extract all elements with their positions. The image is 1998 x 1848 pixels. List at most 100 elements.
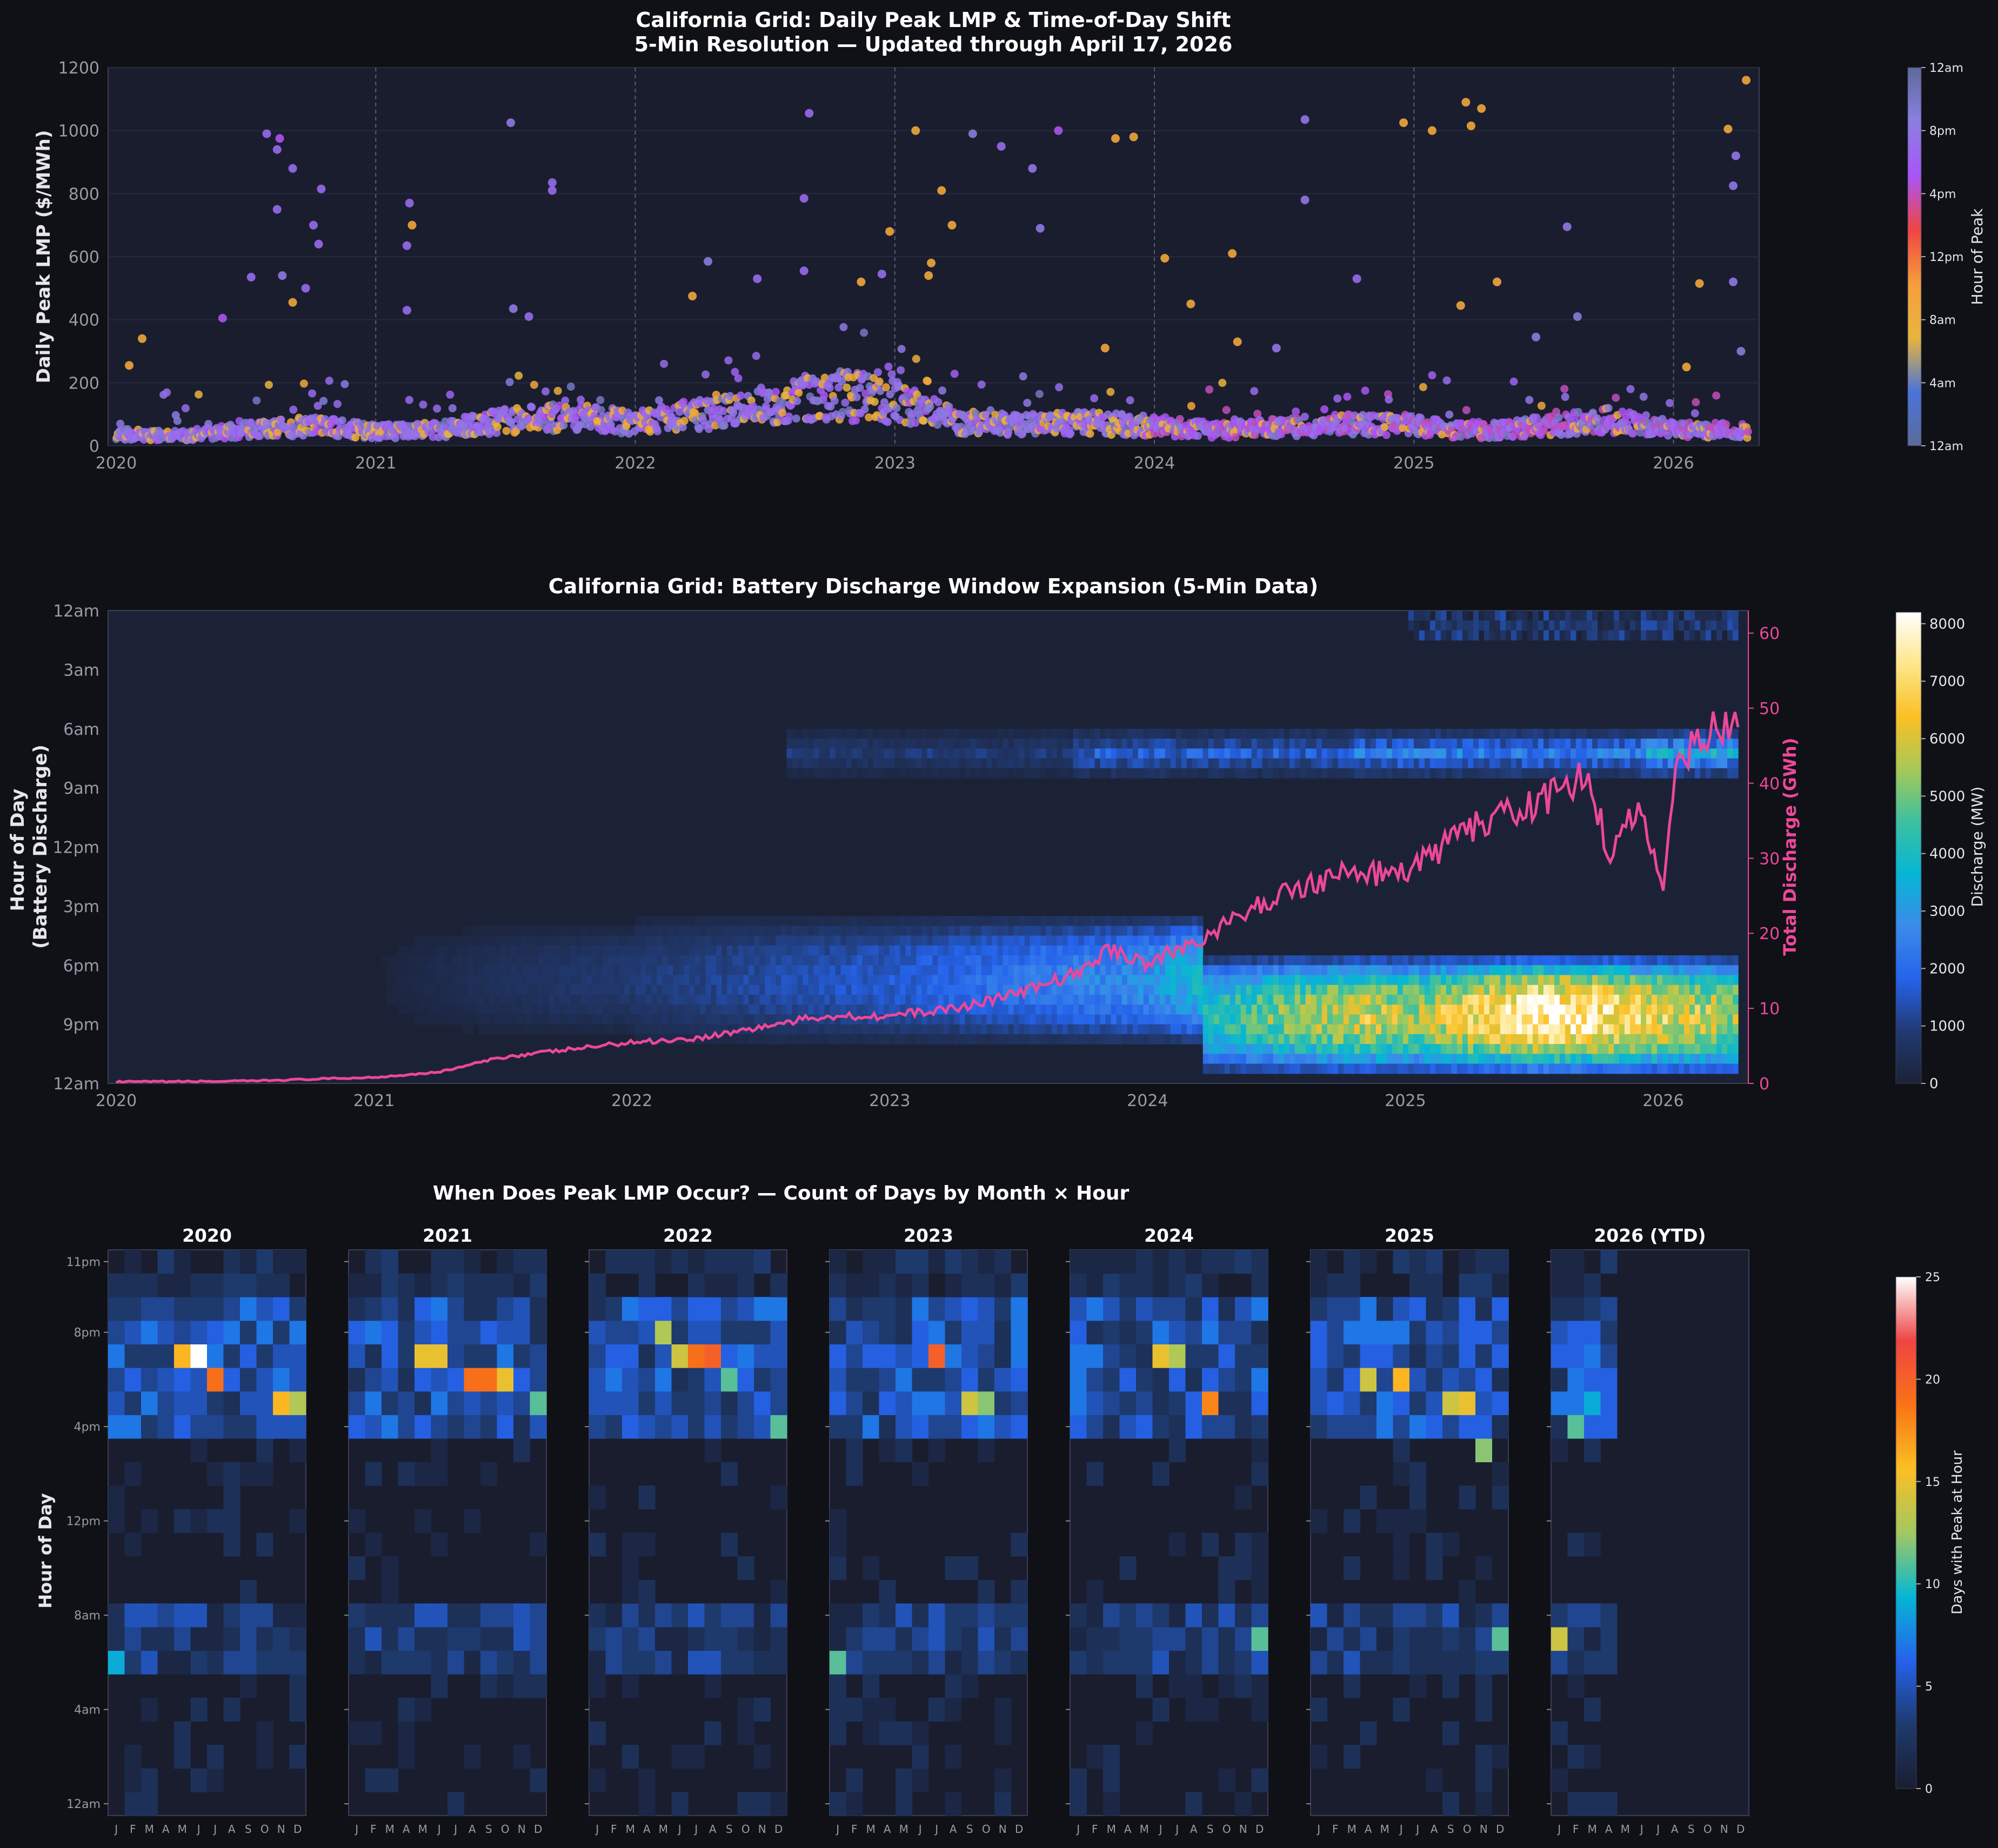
discharge-cell [424, 1014, 430, 1025]
discharge-cell [1132, 768, 1139, 779]
discharge-cell [635, 945, 641, 956]
discharge-cell [408, 994, 414, 1005]
discharge-cell [1202, 1034, 1209, 1044]
discharge-cell [457, 1005, 463, 1015]
discharge-cell [824, 916, 831, 926]
discharge-cell [1284, 768, 1290, 779]
discharge-cell [673, 1014, 679, 1025]
discharge-cell [743, 994, 750, 1005]
discharge-cell [1181, 994, 1187, 1005]
discharge-cell [1321, 1005, 1328, 1015]
discharge-cell [1365, 728, 1371, 739]
discharge-cell [727, 926, 733, 936]
discharge-cell [1343, 758, 1349, 769]
discharge-cell [700, 1024, 706, 1035]
discharge-cell [965, 994, 971, 1005]
discharge-cell [894, 738, 901, 749]
discharge-cell [921, 965, 928, 976]
discharge-cell [667, 1005, 673, 1015]
discharge-cell [1100, 738, 1106, 749]
discharge-cell [646, 935, 652, 946]
lmp-point [724, 356, 733, 365]
discharge-cell [1132, 985, 1139, 995]
lmp-point [1442, 376, 1451, 385]
discharge-cell [559, 955, 565, 966]
discharge-cell [484, 1024, 490, 1035]
discharge-cell [954, 926, 960, 936]
discharge-cell [1121, 1034, 1128, 1044]
discharge-cell [516, 1024, 522, 1035]
discharge-cell [932, 758, 939, 769]
discharge-cell [527, 1005, 533, 1015]
discharge-cell [792, 955, 798, 966]
discharge-cell [776, 1005, 782, 1015]
discharge-cell [1073, 975, 1079, 986]
discharge-cell [630, 945, 636, 956]
discharge-cell [1332, 994, 1339, 1005]
discharge-cell [738, 935, 744, 946]
discharge-cell [1186, 994, 1193, 1005]
discharge-cell [1111, 758, 1117, 769]
discharge-cell [1046, 1014, 1052, 1025]
discharge-cell [1202, 738, 1209, 749]
lmp-y-tick-label: 200 [69, 374, 99, 393]
lmp-spike-point [1729, 181, 1738, 190]
discharge-cell [451, 975, 457, 986]
discharge-cell [1338, 1034, 1344, 1044]
discharge-cell [1078, 926, 1085, 936]
discharge-cell [792, 985, 798, 995]
discharge-cell [1348, 1034, 1355, 1044]
discharge-cell [1240, 965, 1247, 976]
discharge-cell [921, 975, 928, 986]
discharge-cell [965, 1034, 971, 1044]
discharge-cell [500, 985, 506, 995]
discharge-cell [1386, 728, 1393, 739]
discharge-cell [943, 985, 950, 995]
discharge-cell [927, 916, 933, 926]
discharge-cell [1327, 1034, 1333, 1044]
discharge-cell [1148, 935, 1155, 946]
lmp-point [1066, 429, 1075, 438]
discharge-cell [640, 916, 646, 926]
discharge-cell [667, 916, 673, 926]
discharge-cell [419, 1005, 425, 1015]
discharge-cell [830, 926, 836, 936]
discharge-cell [1278, 758, 1285, 769]
discharge-cell [559, 965, 565, 976]
discharge-cell [1370, 768, 1376, 779]
lmp-point [1666, 399, 1674, 407]
discharge-cell [1365, 748, 1371, 759]
discharge-cell [711, 916, 717, 926]
discharge-cell [1213, 1034, 1220, 1044]
discharge-cell [1100, 985, 1106, 995]
discharge-cell [586, 975, 592, 986]
discharge-cell [759, 965, 766, 976]
discharge-cell [1186, 965, 1193, 976]
discharge-cell [840, 945, 847, 956]
discharge-cell [900, 1005, 906, 1015]
lmp-point [1175, 415, 1184, 424]
discharge-cell [1246, 975, 1252, 986]
discharge-cell [516, 975, 522, 986]
discharge-cell [543, 965, 549, 976]
discharge-cell [938, 768, 944, 779]
discharge-cell [911, 926, 917, 936]
discharge-cell [473, 1005, 479, 1015]
discharge-cell [1078, 916, 1085, 926]
discharge-cell [721, 935, 728, 946]
lmp-x-tick-label: 2024 [1134, 454, 1175, 473]
lmp-point [1540, 426, 1548, 435]
discharge-cell [511, 1005, 517, 1015]
discharge-cell [527, 1014, 533, 1025]
discharge-cell [1246, 738, 1252, 749]
discharge-cell [759, 1005, 766, 1015]
discharge-cell [873, 738, 879, 749]
lmp-point [793, 397, 801, 405]
discharge-cell [1213, 975, 1220, 986]
discharge-cell [667, 985, 673, 995]
discharge-cell [646, 994, 652, 1005]
lmp-point [555, 401, 564, 410]
discharge-cell [786, 1034, 793, 1044]
discharge-cell [808, 985, 814, 995]
discharge-cell [1305, 758, 1312, 769]
